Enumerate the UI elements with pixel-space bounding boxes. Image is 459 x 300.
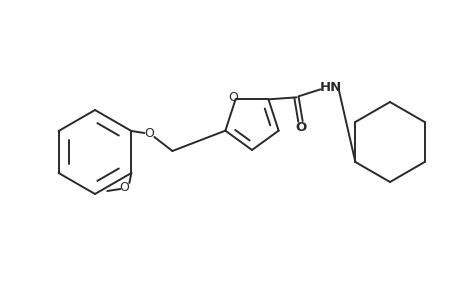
Text: O: O: [295, 121, 307, 134]
Text: O: O: [144, 127, 154, 140]
Text: O: O: [228, 91, 238, 104]
Text: HN: HN: [319, 81, 341, 94]
Text: O: O: [119, 181, 129, 194]
